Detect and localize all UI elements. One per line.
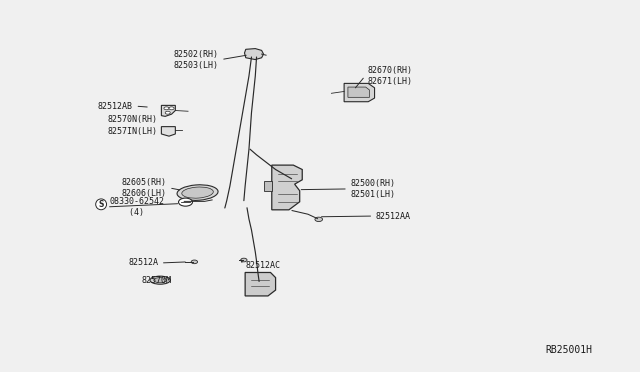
Circle shape	[164, 107, 169, 110]
Text: 82512A: 82512A	[128, 259, 158, 267]
Ellipse shape	[177, 185, 218, 201]
Text: 82512AC: 82512AC	[245, 261, 280, 270]
Text: S: S	[99, 200, 104, 209]
Text: 82502(RH)
82503(LH): 82502(RH) 82503(LH)	[173, 49, 218, 70]
Text: 82670(RH)
82671(LH): 82670(RH) 82671(LH)	[367, 66, 413, 86]
Polygon shape	[264, 180, 272, 192]
Text: 82570M: 82570M	[141, 276, 171, 285]
Polygon shape	[161, 105, 175, 116]
Text: 82605(RH)
82606(LH): 82605(RH) 82606(LH)	[122, 178, 166, 198]
Ellipse shape	[154, 278, 166, 283]
Ellipse shape	[182, 187, 213, 198]
Text: 82512AA: 82512AA	[376, 212, 411, 221]
Circle shape	[315, 217, 323, 222]
Polygon shape	[348, 87, 369, 97]
Ellipse shape	[150, 276, 170, 284]
Circle shape	[241, 258, 247, 262]
Text: 82570N(RH)
8257IN(LH): 82570N(RH) 8257IN(LH)	[108, 115, 157, 135]
Polygon shape	[161, 126, 175, 136]
Polygon shape	[245, 272, 276, 296]
Polygon shape	[272, 165, 302, 210]
Text: RB25001H: RB25001H	[546, 344, 593, 355]
Circle shape	[191, 260, 198, 264]
Text: 82500(RH)
82501(LH): 82500(RH) 82501(LH)	[351, 179, 396, 199]
Polygon shape	[244, 49, 264, 60]
Polygon shape	[344, 83, 374, 102]
Text: 82512AB: 82512AB	[98, 102, 133, 110]
Circle shape	[169, 107, 174, 110]
Circle shape	[165, 111, 170, 114]
Text: 08330-62542
    (4): 08330-62542 (4)	[109, 197, 164, 217]
Circle shape	[179, 198, 193, 206]
